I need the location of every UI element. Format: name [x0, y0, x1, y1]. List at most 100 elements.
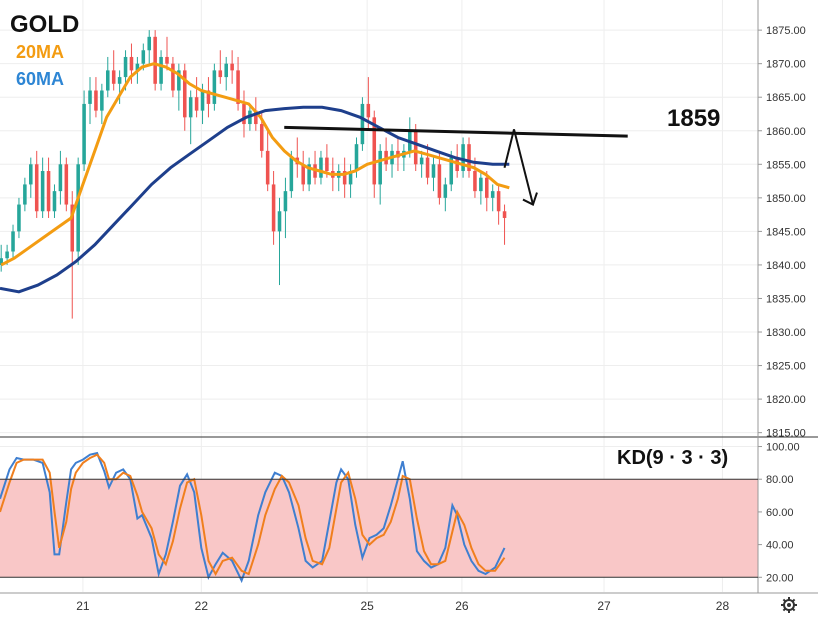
candle-body: [159, 56, 163, 84]
candle-body: [117, 77, 122, 84]
candle-body: [413, 130, 418, 165]
kd-series-d: [0, 453, 506, 577]
candle-body: [502, 211, 507, 218]
chart-title: GOLD: [10, 11, 79, 38]
candle-body: [129, 56, 134, 71]
candle-body: [449, 157, 454, 185]
candle-body: [461, 144, 465, 172]
candle-body: [52, 191, 57, 212]
candle-body: [485, 177, 489, 198]
candle-body: [206, 90, 211, 104]
candle-body: [123, 56, 128, 78]
candle-body: [490, 191, 495, 198]
candle-body: [437, 164, 442, 198]
kd-y-tick-label: 20.00: [766, 572, 794, 584]
candle-body: [76, 164, 80, 252]
candle-body: [40, 171, 45, 212]
candle-body: [366, 103, 371, 118]
candle-body: [431, 164, 436, 178]
y-tick-label: 1840.00: [766, 260, 806, 272]
candle-body: [0, 258, 3, 265]
ma60-line: [0, 105, 510, 294]
candle-body: [100, 90, 104, 111]
candle-body: [165, 56, 169, 64]
candle-body: [283, 191, 288, 212]
gear-icon[interactable]: [781, 597, 797, 613]
candle-body: [147, 36, 152, 51]
candle-body: [265, 150, 270, 185]
candle-body: [479, 177, 483, 192]
candle-body: [82, 103, 86, 165]
y-tick-label: 1855.00: [766, 159, 806, 171]
candle-body: [200, 90, 205, 111]
candle-body: [11, 231, 15, 252]
candle-body: [17, 204, 21, 232]
candle-body: [254, 110, 258, 125]
annotation-label: 1859: [667, 105, 720, 132]
candle-body: [5, 251, 9, 259]
candle-body: [171, 63, 175, 91]
kd-y-tick-label: 80.00: [766, 474, 794, 486]
candle-body: [378, 150, 382, 185]
candle-body: [182, 70, 187, 118]
y-tick-label: 1835.00: [766, 293, 806, 305]
candle-body: [467, 144, 471, 172]
x-tick-label: 22: [195, 599, 209, 613]
candle-body: [34, 164, 39, 212]
candle-body: [319, 157, 323, 178]
forecast-arrow: [503, 129, 534, 205]
candle-body: [307, 164, 311, 185]
kd-series-k: [0, 451, 506, 584]
kd-band: [0, 479, 758, 578]
x-tick-label: 25: [360, 599, 374, 613]
y-tick-label: 1860.00: [766, 126, 806, 138]
candle-body: [58, 164, 63, 192]
x-tick-label: 27: [597, 599, 611, 613]
candle-body: [496, 191, 501, 212]
candle-body: [135, 63, 140, 71]
resistance-trendline: [284, 125, 628, 138]
x-tick-label: 28: [716, 599, 730, 613]
candle-body: [259, 124, 264, 151]
candle-body: [473, 171, 477, 192]
candle-body: [64, 164, 69, 205]
candle-body: [88, 90, 92, 104]
kd-title: KD(9 · 3 · 3): [617, 447, 728, 469]
candle-body: [301, 164, 305, 185]
candle-body: [419, 157, 424, 165]
candle-body: [111, 70, 116, 84]
kd-y-tick-label: 60.00: [766, 507, 794, 519]
candle-body: [342, 171, 347, 185]
x-tick-label: 26: [455, 599, 469, 613]
candle-body: [141, 50, 146, 64]
y-tick-label: 1865.00: [766, 92, 806, 104]
candle-body: [230, 63, 234, 71]
candle-body: [271, 184, 276, 232]
candle-body: [70, 204, 75, 252]
candle-body: [360, 103, 365, 145]
candle-body: [94, 90, 98, 111]
candle-body: [242, 103, 246, 125]
candle-body: [224, 63, 228, 78]
candle-body: [354, 144, 359, 172]
candle-body: [372, 117, 377, 185]
candle-body: [236, 70, 240, 104]
candle-body: [212, 70, 217, 104]
candle-body: [188, 97, 193, 118]
kd-y-tick-label: 100.00: [766, 442, 800, 454]
y-tick-label: 1875.00: [766, 25, 806, 37]
ma20-line: [0, 62, 510, 267]
y-tick-label: 1825.00: [766, 361, 806, 373]
candle-body: [23, 184, 27, 205]
candle-body: [177, 70, 181, 91]
kd-y-tick-label: 40.00: [766, 540, 794, 552]
y-tick-label: 1850.00: [766, 193, 806, 205]
price-plot: [0, 30, 628, 319]
candle-body: [218, 70, 223, 78]
candle-body: [425, 157, 430, 178]
candle-body: [46, 171, 51, 212]
y-tick-label: 1870.00: [766, 59, 806, 71]
legend-ma20: 20MA: [16, 42, 64, 62]
candle-body: [443, 184, 448, 198]
